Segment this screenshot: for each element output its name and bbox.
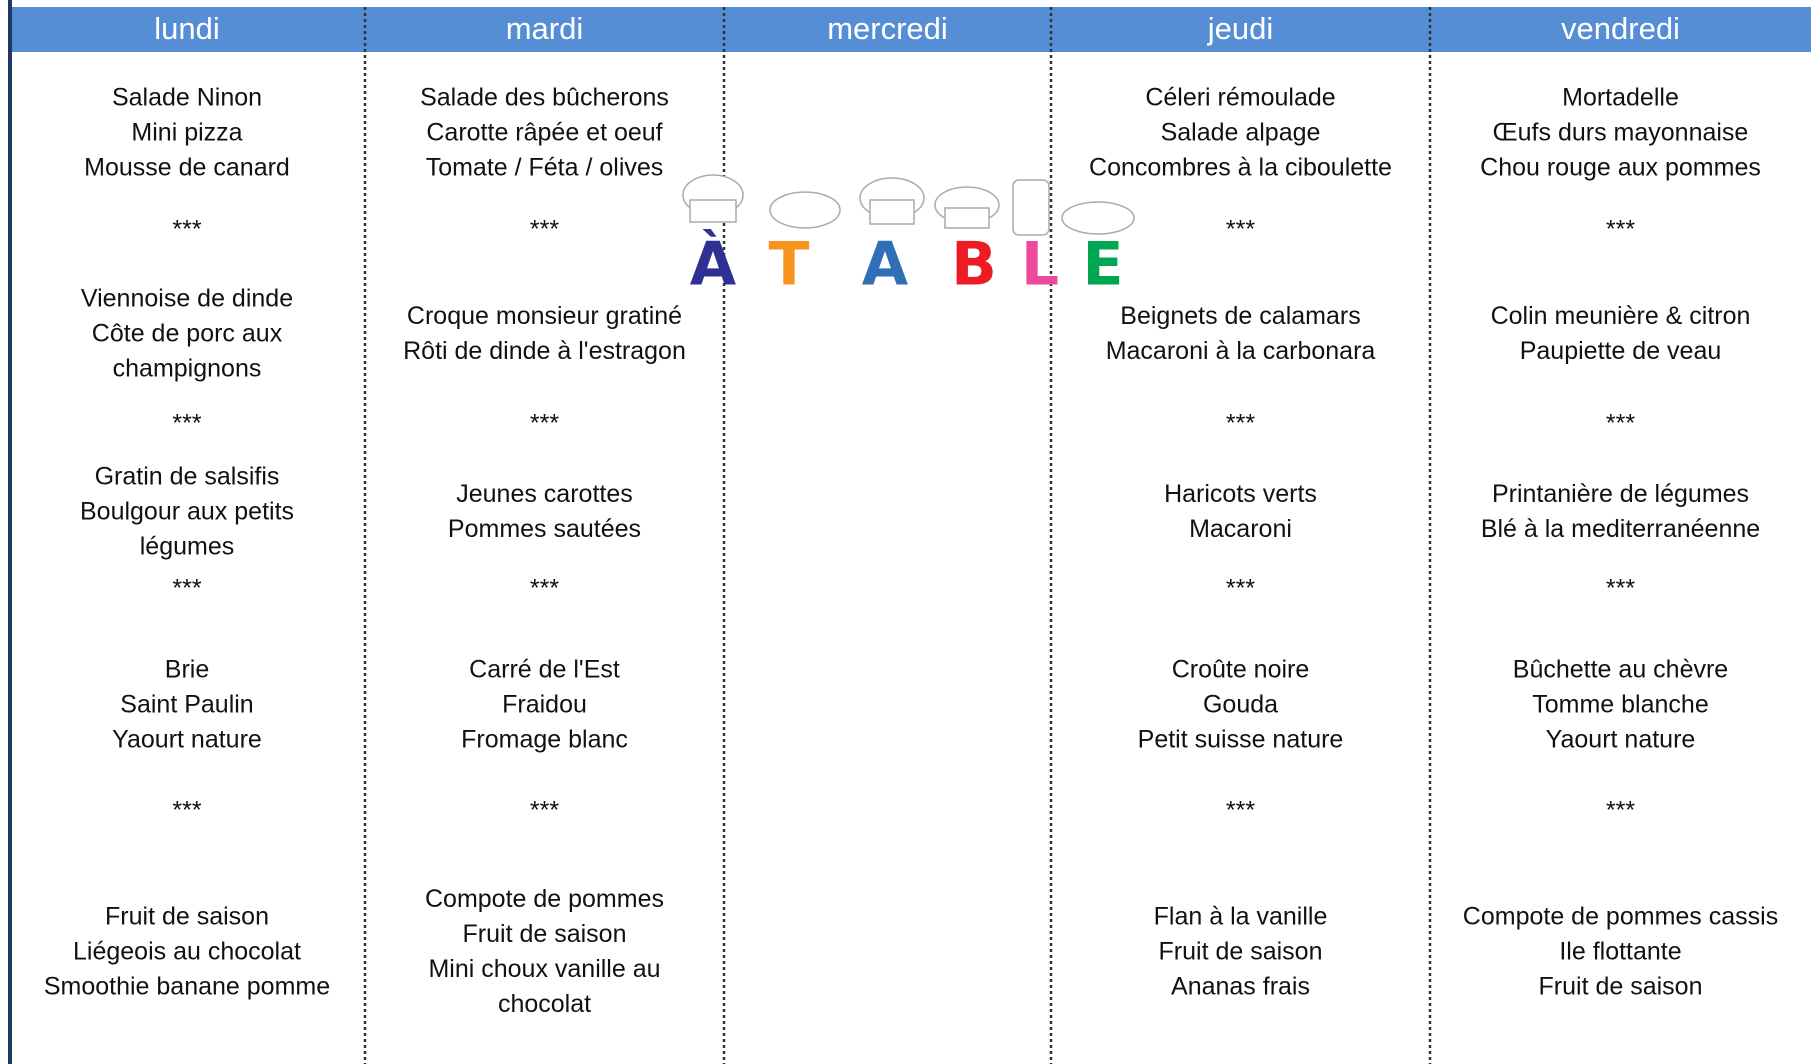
menu-item: Mini choux vanille au xyxy=(428,955,660,983)
menu-item: Œufs durs mayonnaise xyxy=(1493,119,1749,147)
menu-item: Ile flottante xyxy=(1559,938,1681,966)
separator: *** xyxy=(1606,410,1635,438)
menu-item: Printanière de légumes xyxy=(1492,480,1749,508)
menu-item: Bûchette au chèvre xyxy=(1513,656,1728,684)
menu-item: Salade des bûcherons xyxy=(420,84,669,112)
menu-item: Chou rouge aux pommes xyxy=(1480,154,1761,182)
menu-item: Liégeois au chocolat xyxy=(73,938,301,966)
menu-item: Flan à la vanille xyxy=(1154,903,1328,931)
menu-item: Céleri rémoulade xyxy=(1145,84,1335,112)
menu-item: Brie xyxy=(165,656,209,684)
menu-item: champignons xyxy=(113,355,262,383)
menu-item: Beignets de calamars xyxy=(1120,302,1360,330)
logo-letter: A xyxy=(862,230,909,300)
day-header: mercredi xyxy=(827,11,948,46)
menu-item: Macaroni à la carbonara xyxy=(1106,337,1376,365)
separator: *** xyxy=(1226,410,1255,438)
menu-item: Colin meunière & citron xyxy=(1491,302,1751,330)
menu-item: Tomate / Féta / olives xyxy=(426,154,664,182)
menu-item: Yaourt nature xyxy=(112,726,262,754)
menu-item: Compote de pommes cassis xyxy=(1463,903,1778,931)
menu-item: Croûte noire xyxy=(1172,656,1310,684)
menu-item: Gratin de salsifis xyxy=(95,463,280,491)
menu-item: Pommes sautées xyxy=(448,515,641,543)
menu-item: Smoothie banane pomme xyxy=(44,973,330,1001)
separator: *** xyxy=(1606,797,1635,825)
separator: *** xyxy=(530,575,559,603)
menu-item: légumes xyxy=(140,533,235,561)
menu-item: Carré de l'Est xyxy=(469,656,620,684)
menu-item: Mousse de canard xyxy=(84,154,290,182)
menu-item: Tomme blanche xyxy=(1532,691,1708,719)
logo-letter: B xyxy=(951,230,997,300)
menu-item: Fraidou xyxy=(502,691,587,719)
separator: *** xyxy=(172,575,201,603)
menu-item: Mortadelle xyxy=(1562,84,1679,112)
menu-item: Côte de porc aux xyxy=(92,320,283,348)
separator: *** xyxy=(530,410,559,438)
separator: *** xyxy=(530,797,559,825)
header-bar xyxy=(9,7,1811,52)
separator: *** xyxy=(1226,797,1255,825)
menu-item: Haricots verts xyxy=(1164,480,1317,508)
menu-item: Compote de pommes xyxy=(425,885,664,913)
logo-letter: T xyxy=(769,230,810,300)
logo-letter: E xyxy=(1083,230,1124,300)
menu-item: Ananas frais xyxy=(1171,973,1310,1001)
menu-item: Concombres à la ciboulette xyxy=(1089,154,1392,182)
separator: *** xyxy=(1606,216,1635,244)
menu-item: Boulgour aux petits xyxy=(80,498,294,526)
menu-item: Yaourt nature xyxy=(1546,726,1696,754)
menu-item: Jeunes carottes xyxy=(456,480,633,508)
logo-letter: L xyxy=(1021,230,1059,300)
menu-item: Fromage blanc xyxy=(461,726,628,754)
menu-item: Fruit de saison xyxy=(105,903,269,931)
menu-item: Salade Ninon xyxy=(112,84,262,112)
menu-item: Mini pizza xyxy=(131,119,242,147)
menu-item: Salade alpage xyxy=(1161,119,1321,147)
menu-item: Croque monsieur gratiné xyxy=(407,302,682,330)
separator: *** xyxy=(172,216,201,244)
separator: *** xyxy=(1606,575,1635,603)
menu-item: Fruit de saison xyxy=(1539,973,1703,1001)
separator: *** xyxy=(172,410,201,438)
menu-item: chocolat xyxy=(498,990,591,1018)
separator: *** xyxy=(1226,575,1255,603)
menu-item: Rôti de dinde à l'estragon xyxy=(403,337,686,365)
day-header: vendredi xyxy=(1561,11,1680,46)
menu-item: Petit suisse nature xyxy=(1138,726,1344,754)
separator: *** xyxy=(530,216,559,244)
menu-item: Carotte râpée et oeuf xyxy=(426,119,662,147)
menu-item: Blé à la mediterranéenne xyxy=(1481,515,1760,543)
menu-item: Saint Paulin xyxy=(120,691,253,719)
separator: *** xyxy=(1226,216,1255,244)
menu-item: Fruit de saison xyxy=(1159,938,1323,966)
menu-item: Macaroni xyxy=(1189,515,1292,543)
menu-item: Gouda xyxy=(1203,691,1278,719)
logo-letter: À xyxy=(690,229,737,300)
chef-hats xyxy=(682,174,1135,236)
day-header: lundi xyxy=(154,11,220,46)
menu-item: Paupiette de veau xyxy=(1520,337,1722,365)
day-header: jeudi xyxy=(1207,11,1274,46)
separator: *** xyxy=(172,797,201,825)
menu-item: Fruit de saison xyxy=(463,920,627,948)
day-header: mardi xyxy=(506,11,584,46)
menu-item: Viennoise de dinde xyxy=(81,285,293,313)
